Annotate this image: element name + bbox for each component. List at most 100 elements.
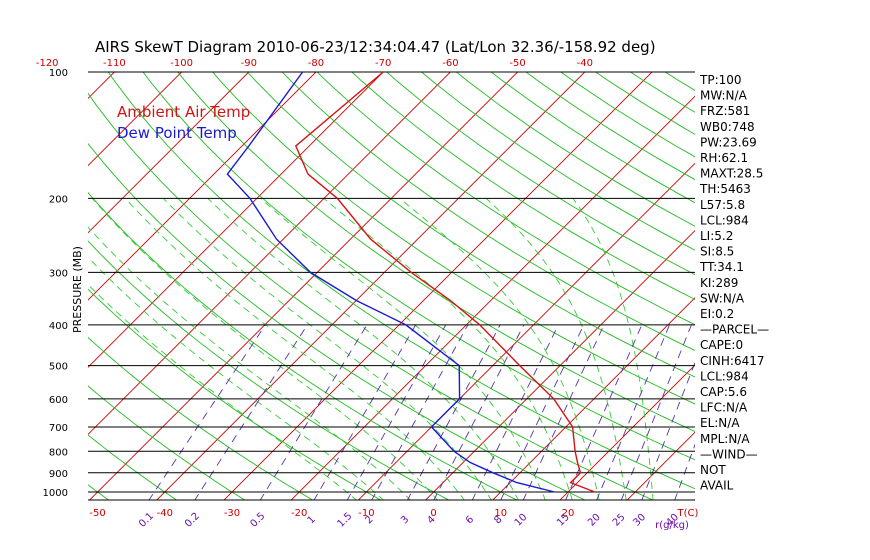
mixing-ratio-line (148, 324, 266, 500)
isotherm-line (156, 72, 586, 500)
mixing-ratio-line (194, 324, 308, 500)
bottom-temperature-ticks: -50 -40 -30 -20 -10 0 10 20 T(C) (89, 508, 698, 519)
isotherm-line (88, 72, 183, 167)
top-temperature-tick-label: -110 (103, 58, 126, 69)
moist-adiabat-line (92, 198, 438, 500)
pressure-tick-label: 600 (49, 395, 68, 406)
top-temperature-tick-label: -80 (308, 58, 324, 69)
dry-adiabat-line (770, 53, 870, 501)
moist-adiabat-line (399, 198, 600, 500)
stability-index-item: SW:N/A (700, 291, 745, 305)
dry-adiabat-line (386, 72, 695, 276)
pressure-tick-label: 100 (49, 68, 68, 79)
stability-index-item: TH:5463 (699, 182, 751, 196)
mixing-ratio-tick-label: 10 (513, 512, 530, 529)
mixing-ratio-line (471, 324, 559, 500)
pressure-tick-label: 800 (49, 447, 68, 458)
mixing-ratio-line (596, 324, 670, 500)
dry-adiabat-line (490, 72, 695, 204)
mixing-ratio-tick-label: 25 (611, 512, 628, 529)
dry-adiabat-line (212, 72, 695, 405)
stability-index-item: AVAIL (700, 479, 734, 493)
dry-adiabat-line (804, 53, 870, 501)
isotherm-line (492, 297, 695, 500)
stability-index-item: LI:5.2 (700, 229, 733, 243)
dry-adiabat-line (88, 240, 450, 500)
moist-adiabat-line (572, 198, 654, 500)
mixing-ratio-tick-label: 20 (586, 512, 603, 529)
mixing-ratio-tick-label: 0.1 (137, 511, 156, 530)
isotherm-line (88, 72, 452, 436)
mixing-ratio-tick-label: 6 (464, 514, 476, 526)
dry-adiabat-line (88, 385, 246, 500)
pressure-tick-label: 300 (49, 268, 68, 279)
dry-adiabat-line (316, 72, 695, 326)
stability-index-item: WB0:748 (700, 120, 755, 134)
stability-index-item: MAXT:28.5 (700, 167, 763, 181)
isotherm-line (828, 53, 870, 501)
mixing-ratio-line (620, 324, 692, 500)
stability-index-item: NOT (700, 463, 726, 477)
stability-index-item: MW:N/A (700, 89, 748, 103)
top-temperature-tick-label: -40 (577, 58, 593, 69)
dew-point-temp-line (226, 72, 555, 493)
mixing-ratio-line (565, 324, 643, 500)
stability-index-item: KI:289 (700, 276, 738, 290)
dry-adiabat-line (88, 434, 178, 500)
ambient-air-temp-line (294, 72, 596, 493)
isotherm-line (761, 53, 870, 501)
stability-index-item: EI:0.2 (700, 307, 734, 321)
stability-index-item: MPL:N/A (700, 432, 750, 446)
bottom-temperature-tick-label: -20 (291, 508, 307, 519)
moist-adiabat-line (88, 256, 385, 500)
dry-adiabat-line (88, 336, 314, 500)
isotherm-line (88, 72, 519, 500)
top-temperature-ticks: -120 -110 -100 -90 -80 -70 -60 -50 -40 (36, 58, 593, 69)
dry-adiabat-line (838, 53, 870, 501)
stability-index-item: CAPE:0 (700, 338, 743, 352)
pressure-ticks: 100 200 300 400 500 600 700 800 900 1000 (43, 68, 68, 499)
dry-adiabat-line (88, 191, 518, 500)
stability-index-item: TP:100 (699, 73, 742, 87)
top-temperature-tick-label: -100 (170, 58, 193, 69)
stability-index-item: LCL:984 (700, 369, 749, 383)
mixing-ratio-line (371, 324, 469, 500)
pressure-tick-label: 200 (49, 194, 68, 205)
stability-index-item: LFC:N/A (700, 401, 748, 415)
dry-adiabat-line (246, 72, 695, 378)
dry-adiabat-line (281, 72, 695, 352)
moist-adiabat-line (88, 283, 358, 500)
stability-index-item: EL:N/A (700, 416, 740, 430)
stability-index-item: L57:5.8 (700, 198, 745, 212)
stability-index-item: LCL:984 (700, 213, 749, 227)
moist-adiabat-line (207, 198, 519, 500)
mixing-ratio-line (674, 443, 695, 500)
legend-dew-point-temp: Dew Point Temp (117, 124, 237, 142)
top-temperature-tick-label: -90 (241, 58, 257, 69)
isotherm-line (424, 229, 695, 500)
top-temperature-tick-label: -70 (375, 58, 391, 69)
moist-adiabat-line (323, 198, 573, 500)
dry-adiabat-line (177, 72, 695, 433)
pressure-tick-label: 1000 (43, 488, 68, 499)
top-temperature-tick-label: -120 (36, 58, 59, 69)
pressure-tick-label: 500 (49, 362, 68, 373)
mixing-ratio-tick-label: 1.5 (336, 511, 355, 530)
temperature-unit-label: T(C) (677, 508, 699, 519)
moist-adiabat-line (124, 198, 465, 500)
mixing-ratio-tick-label: 3 (399, 514, 411, 526)
moist-adiabat-line (162, 198, 492, 500)
bottom-temperature-tick-label: -30 (224, 508, 240, 519)
mixing-ratio-line (313, 324, 417, 500)
dry-adiabat-line (351, 72, 695, 300)
stability-index-item: CINH:6417 (700, 354, 765, 368)
stability-index-item: —PARCEL— (700, 323, 769, 337)
moist-adiabat-line (260, 198, 546, 500)
bottom-temperature-tick-label: 20 (562, 508, 575, 519)
moist-adiabat-line (88, 226, 412, 500)
legend-ambient-air-temp: Ambient Air Temp (117, 103, 250, 121)
stability-index-item: CAP:5.6 (700, 385, 747, 399)
mixing-ratio-line (433, 324, 525, 500)
